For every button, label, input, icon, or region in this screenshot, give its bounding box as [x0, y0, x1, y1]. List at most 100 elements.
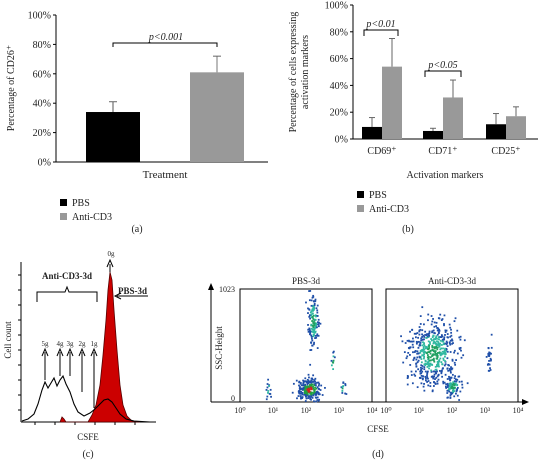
panel-d-dot-pbs-main — [300, 396, 302, 399]
panel-d-dot-anticd3-divided — [410, 374, 413, 376]
panel-d-dot-pbs-upper — [316, 347, 319, 349]
panel-d-dot-pbs-main — [305, 394, 308, 397]
panel-d-dot-anticd3-divided — [440, 334, 443, 337]
panel-d-dot-pbs-upper — [310, 304, 313, 307]
panel-d-dot-pbs-upper — [309, 332, 312, 335]
panel-d-dot-anticd3-divided — [438, 359, 441, 362]
panel-d-dot-anticd3-divided — [423, 357, 425, 360]
panel-d-dot-anticd3-divided — [434, 342, 437, 345]
panel-d-dot-pbs-main — [301, 396, 304, 398]
panel-d-dot-pbs-main — [313, 391, 316, 394]
panel-d-dot-pbs-stray — [332, 359, 335, 362]
panel-d-xtick-acd3-0: 10⁰ — [380, 406, 391, 415]
panel-d-dot-anticd3-divided — [423, 348, 425, 351]
panel-d-dot-anticd3-undivided — [459, 390, 462, 393]
panel-d-dot-anticd3-divided — [451, 359, 454, 362]
panel-d-dot-anticd3-stray — [490, 346, 493, 349]
panel-d-dot-anticd3-divided — [428, 367, 430, 370]
panel-d-dot-anticd3-divided — [426, 370, 429, 373]
panel-d-dot-pbs-stray — [341, 387, 344, 390]
panel-d-dot-pbs-main — [324, 386, 326, 389]
panel-d-dot-pbs-upper — [313, 341, 315, 344]
panel-d-dot-anticd3-divided — [432, 359, 435, 362]
panel-d-dot-anticd3-divided — [446, 367, 449, 370]
panel-b-label: (b) — [402, 224, 414, 235]
panel-d-dot-anticd3-divided — [424, 375, 427, 378]
panel-d-dot-pbs-main — [317, 392, 320, 394]
panel-d-dot-anticd3-divided — [401, 340, 404, 343]
panel-d-dot-anticd3-divided — [462, 354, 465, 357]
panel-d-dot-anticd3-divided — [438, 338, 440, 341]
panel-d-dot-anticd3-divided — [409, 364, 412, 366]
panel-d-dot-pbs-main — [303, 380, 306, 383]
panel-d-dot-anticd3-divided — [417, 346, 420, 349]
panel-d-dot-anticd3-divided — [449, 369, 451, 371]
panel-d-dot-anticd3-undivided — [449, 394, 452, 397]
panel-d-dot-anticd3-divided — [439, 339, 442, 342]
panel-d-dot-anticd3-divided — [443, 336, 446, 339]
panel-d-dot-anticd3-divided — [421, 365, 424, 367]
panel-d-dot-pbs-main — [300, 387, 303, 390]
panel-d-dot-pbs-upper — [309, 311, 312, 314]
panel-d-dot-anticd3-divided — [416, 386, 419, 389]
panel-d-dot-anticd3-divided — [440, 344, 443, 346]
panel-d-dot-anticd3-divided — [412, 351, 414, 354]
panel-d-dot-anticd3-divided — [420, 337, 423, 340]
panel-d-dot-anticd3-divided — [448, 368, 451, 370]
panel-d-dot-pbs-main — [306, 383, 309, 386]
panel-d-dot-pbs-main — [303, 393, 306, 396]
panel-d-dot-pbs-upper — [316, 311, 319, 314]
panel-d-dot-anticd3-divided — [430, 323, 433, 326]
panel-d-dot-pbs-stray — [344, 384, 347, 387]
panel-d-dot-pbs-upper — [312, 306, 315, 309]
panel-a-label: (a) — [131, 224, 142, 235]
panel-d-title-pbs: PBS-3d — [292, 276, 321, 286]
panel-d-dot-anticd3-divided — [422, 385, 425, 388]
panel-b-bar — [382, 66, 402, 139]
panel-d-dot-anticd3-divided — [448, 375, 450, 378]
panel-d-dot-anticd3-divided — [419, 328, 422, 331]
panel-d-dot-pbs-upper — [310, 349, 313, 351]
panel-d-dot-pbs-main — [308, 395, 311, 397]
panel-d-dot-pbs-main — [317, 393, 320, 396]
panel-d-dot-anticd3-undivided — [447, 389, 450, 392]
panel-d-dot-anticd3-undivided — [449, 379, 452, 381]
panel-d-dot-anticd3-divided — [432, 346, 434, 349]
panel-d-dot-anticd3-divided — [416, 341, 419, 344]
panel-d-dot-anticd3-divided — [413, 357, 415, 360]
panel-d-dot-pbs-stray — [332, 355, 335, 358]
panel-d-dot-anticd3-divided — [437, 331, 440, 334]
panel-d-dot-anticd3-divided — [435, 376, 438, 379]
panel-d-dot-anticd3-divided — [424, 362, 427, 365]
panel-d-dot-anticd3-divided — [440, 319, 443, 322]
panel-b-legend: PBS Anti-CD3 — [357, 190, 409, 215]
panel-d-dot-anticd3-undivided — [446, 389, 449, 392]
panel-d-dot-pbs-main — [307, 395, 310, 398]
panel-d-dot-anticd3-divided — [434, 341, 437, 344]
panel-d-dot-anticd3-divided — [422, 375, 424, 378]
panel-d-dot-anticd3-stray — [488, 354, 491, 357]
panel-d-dot-anticd3-divided — [440, 372, 443, 375]
panel-d-dot-anticd3-divided — [426, 371, 429, 374]
panel-d-dot-anticd3-stray — [488, 369, 491, 372]
panel-d-dot-anticd3-divided — [440, 369, 443, 372]
panel-d-dot-pbs-main — [306, 378, 309, 381]
panel-d-dot-pbs-main — [312, 381, 315, 383]
panel-d-dot-pbs-upper — [309, 329, 311, 332]
panel-d-dot-anticd3-divided — [426, 366, 429, 368]
panel-d-dot-pbs-main — [306, 388, 309, 391]
panel-d-dot-anticd3-divided — [455, 359, 457, 361]
panel-d-dot-pbs-upper — [314, 298, 317, 301]
panel-d-dot-anticd3-stray — [488, 351, 491, 354]
panel-d-dot-pbs-main — [310, 393, 312, 395]
panel-d-dot-pbs-main — [310, 379, 313, 382]
panel-d-dot-anticd3-divided — [451, 367, 454, 370]
panel-d-dot-anticd3-stray — [489, 369, 492, 371]
panel-d-dot-anticd3-divided — [433, 347, 436, 350]
panel-d-xtick-acd3-4: 10⁴ — [513, 406, 524, 415]
panel-d-dot-anticd3-divided — [431, 354, 434, 357]
panel-d-dot-anticd3-divided — [451, 373, 454, 376]
panel-d-dot-pbs-main — [301, 393, 304, 396]
panel-d-dot-anticd3-divided — [444, 347, 446, 350]
panel-d-dot-pbs-main — [304, 383, 307, 386]
